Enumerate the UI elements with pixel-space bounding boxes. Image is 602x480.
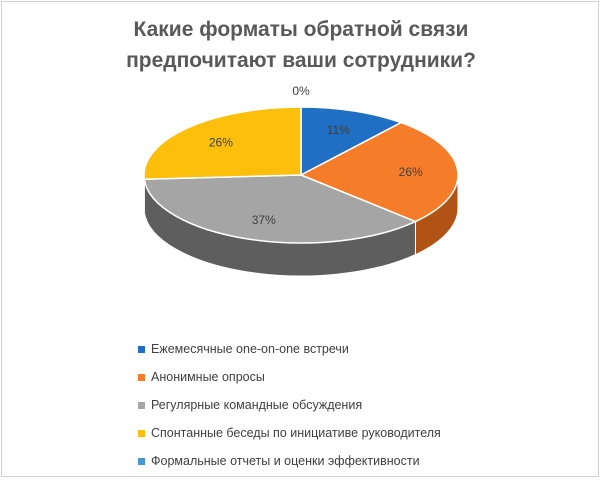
chart-legend: Ежемесячные one-on-one встречи Анонимные… [138, 335, 441, 475]
pie-slice [143, 174, 418, 244]
pie-chart: 11% 26% 37% 26% 0% [143, 84, 459, 277]
data-label: 37% [252, 213, 276, 227]
legend-item: Анонимные опросы [138, 363, 441, 391]
chart-title: Какие форматы обратной связи предпочитаю… [0, 14, 602, 76]
legend-label: Ежемесячные one-on-one встречи [151, 342, 349, 356]
legend-label: Формальные отчеты и оценки эффективности [151, 454, 420, 468]
pie-slice [143, 106, 302, 181]
pie-slice [300, 106, 403, 177]
data-label: 26% [209, 135, 233, 149]
pie-top-group [143, 106, 459, 244]
chart-title-line-1: Какие форматы обратной связи [133, 18, 469, 41]
legend-label: Регулярные командные обсуждения [151, 398, 363, 412]
legend-item: Формальные отчеты и оценки эффективности [138, 447, 441, 475]
legend-item: Спонтанные беседы по инициативе руководи… [138, 419, 441, 447]
legend-swatch [138, 345, 145, 353]
data-label: 0% [292, 84, 310, 98]
legend-swatch [138, 457, 145, 465]
legend-label: Анонимные опросы [151, 370, 265, 384]
legend-swatch [138, 401, 145, 409]
legend-item: Ежемесячные one-on-one встречи [138, 335, 441, 363]
legend-item: Регулярные командные обсуждения [138, 391, 441, 419]
chart-title-line-2: предпочитают ваши сотрудники? [126, 49, 476, 72]
legend-swatch [138, 373, 145, 381]
data-label: 26% [399, 165, 423, 179]
legend-swatch [138, 429, 145, 437]
pie-slice [299, 121, 459, 223]
pie-label-group: 11% 26% 37% 26% 0% [209, 84, 423, 227]
legend-label: Спонтанные беседы по инициативе руководи… [151, 426, 441, 440]
data-label: 11% [327, 123, 350, 137]
